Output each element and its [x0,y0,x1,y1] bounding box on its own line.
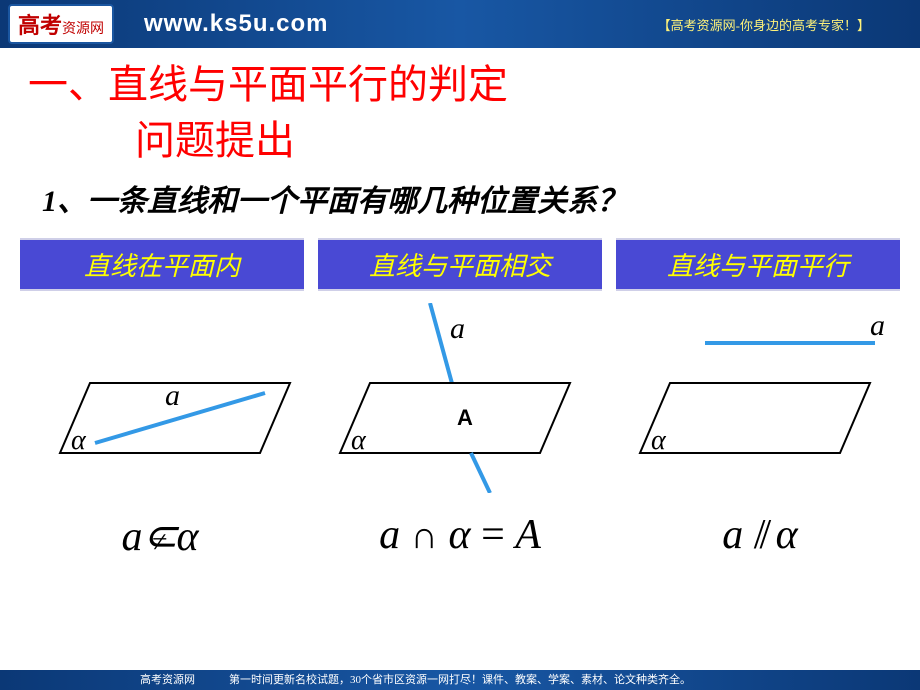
logo-sub-text: 资源网 [62,18,104,38]
slide-title-main: 一、直线与平面平行的判定 [28,52,920,110]
slide-title-sub: 问题提出 [135,108,920,166]
diagram-intersect: a A α [315,303,605,493]
header-url: www.ks5u.com [144,10,329,38]
label-a-1: a [165,379,180,412]
label-alpha-3: α [651,425,667,456]
diagram-svg-3: a α [615,303,905,493]
line-in-plane [95,393,265,443]
header-bar: 高考 资源网 www.ks5u.com 【高考资源网-你身边的高考专家！】 [0,0,920,48]
plane-3 [640,383,870,453]
formula-subset: a⊂≠α [10,511,310,561]
label-parallel: 直线与平面平行 [616,238,900,291]
question-text: 1、一条直线和一个平面有哪几种位置关系？ [42,176,920,220]
footer-brand: 高考资源网 [140,670,195,690]
plane-2 [340,383,570,453]
label-A-point: A [457,405,473,430]
label-in-plane: 直线在平面内 [20,238,304,291]
f1-a: a [121,514,142,560]
diagram-in-plane: a α [15,303,305,493]
label-a-3: a [870,309,885,342]
label-alpha-2: α [351,425,367,456]
diagram-svg-1: a α [15,303,305,493]
formula-intersect: a ∩ α = A [310,511,610,561]
f1-alpha: α [176,514,198,560]
formula-parallel: a // α [610,511,910,561]
label-intersect: 直线与平面相交 [318,238,602,291]
footer-text: 第一时间更新名校试题，30个省市区资源一网打尽！课件、教案、学案、素材、论文种类… [229,674,691,686]
logo-box: 高考 资源网 [8,4,114,44]
label-a-2: a [450,312,465,345]
formula-row: a⊂≠α a ∩ α = A a // α [0,491,920,561]
diagram-svg-2: a A α [315,303,605,493]
footer-bar: 高考资源网 第一时间更新名校试题，30个省市区资源一网打尽！课件、教案、学案、素… [0,670,920,690]
label-alpha-1: α [71,425,87,456]
diagram-parallel: a α [615,303,905,493]
label-row: 直线在平面内 直线与平面相交 直线与平面平行 [0,220,920,291]
line-intersect-bottom [471,453,490,493]
header-tagline: 【高考资源网-你身边的高考专家！】 [658,15,870,34]
logo-main-text: 高考 [18,8,62,40]
diagram-row: a α a A α a α [0,291,920,491]
